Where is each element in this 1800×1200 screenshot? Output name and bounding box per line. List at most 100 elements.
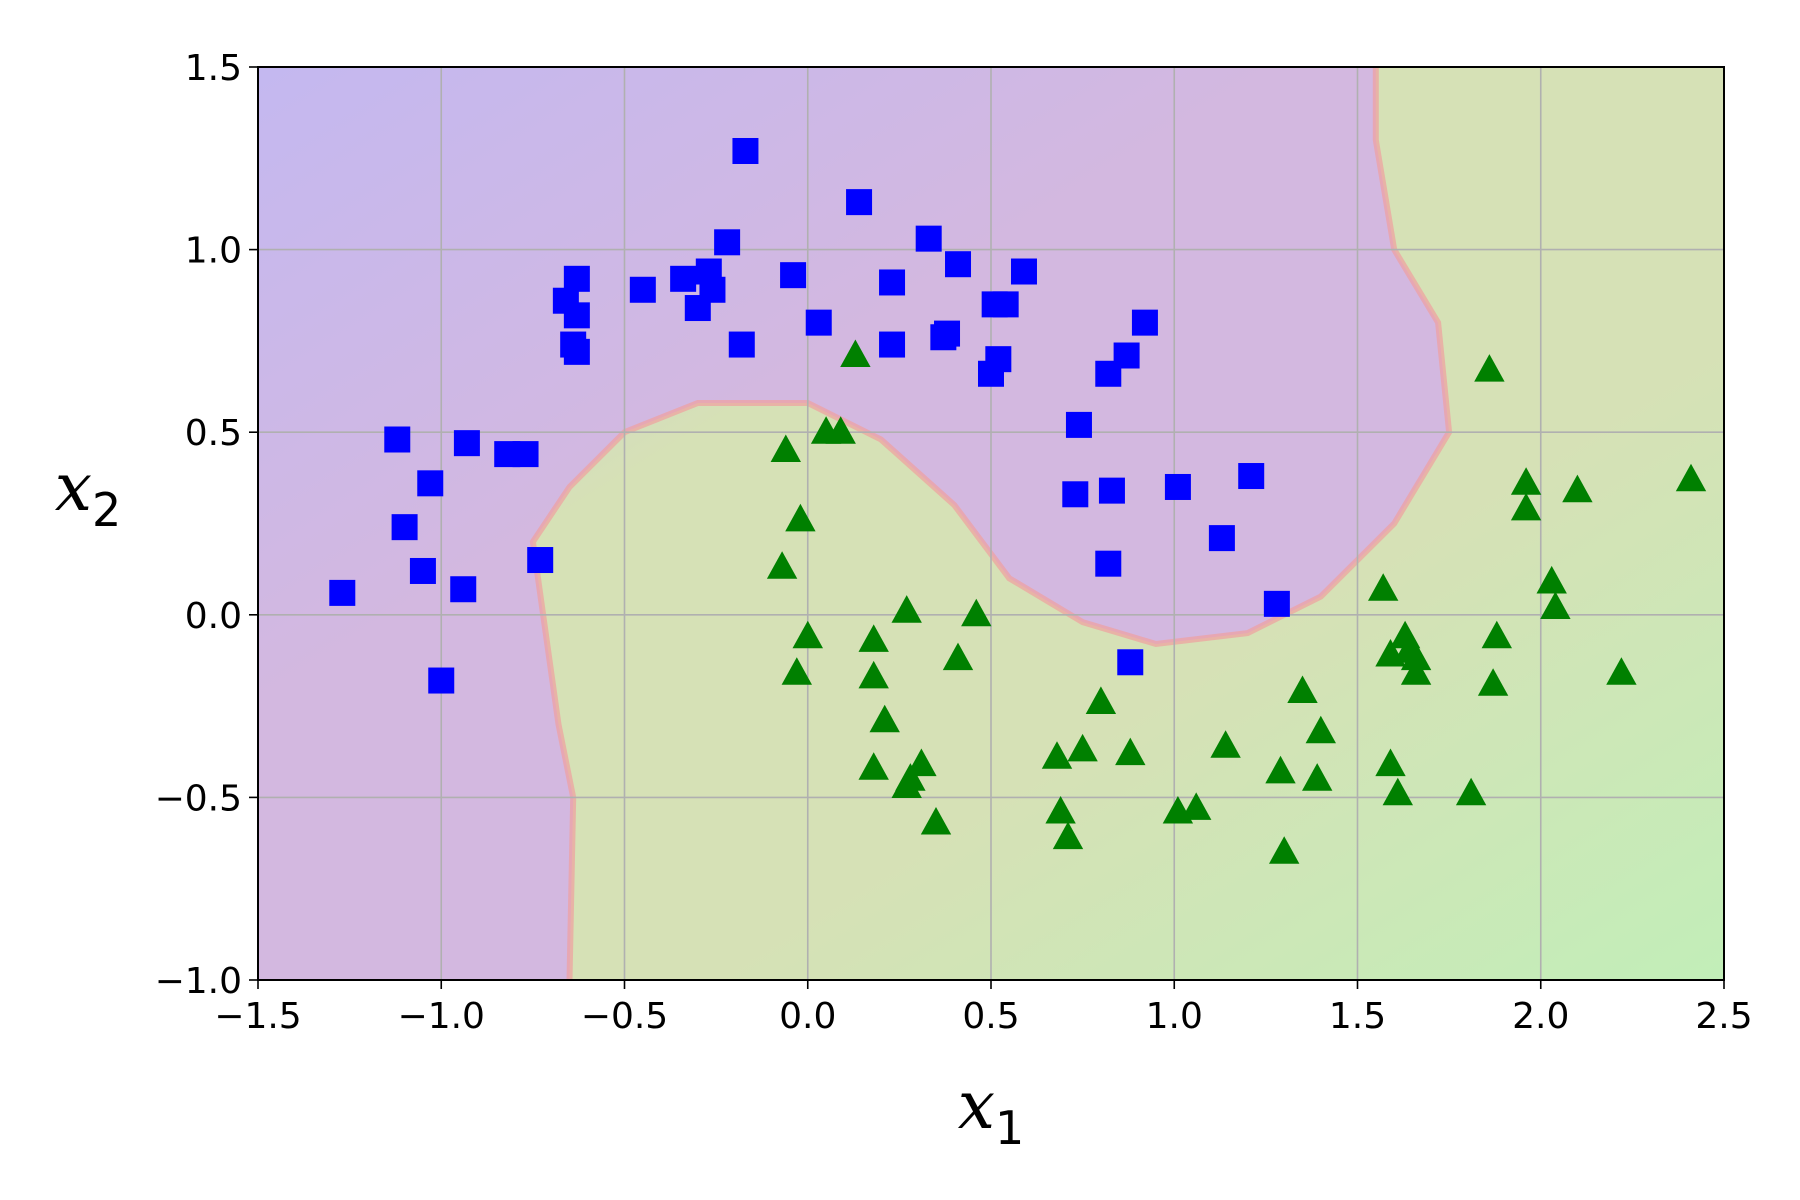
- square-point: [1095, 550, 1122, 577]
- triangle-point: [1368, 573, 1399, 601]
- square-point: [945, 251, 972, 278]
- decision-boundary-line: [529, 67, 1453, 980]
- square-point: [1263, 590, 1290, 617]
- triangle-point: [766, 551, 798, 579]
- x-tick-label: 1.5: [1329, 996, 1386, 1037]
- y-axis-label: x2: [55, 449, 122, 537]
- triangle-point: [1181, 792, 1212, 820]
- square-point: [527, 547, 554, 574]
- triangle-point: [858, 752, 889, 780]
- square-point: [978, 360, 1004, 387]
- y-tick-label: 1.0: [185, 231, 242, 272]
- square-point: [992, 291, 1019, 318]
- square-point: [563, 302, 590, 329]
- triangle-point: [858, 624, 889, 652]
- square-point: [512, 441, 539, 468]
- triangle-point: [1269, 836, 1300, 864]
- triangle-point: [1067, 733, 1098, 762]
- triangle-point: [1510, 467, 1542, 495]
- square-point: [417, 470, 444, 497]
- y-tick-label: 1.5: [185, 48, 242, 89]
- triangle-point: [1375, 748, 1406, 777]
- square-point: [714, 229, 741, 256]
- triangle-point: [869, 704, 900, 733]
- square-point: [428, 667, 455, 694]
- triangle-point: [781, 657, 812, 685]
- square-point: [450, 576, 477, 603]
- x-tick-label: 2.0: [1512, 996, 1569, 1037]
- triangle-point: [1400, 642, 1432, 671]
- y-tick-label: 0.0: [185, 596, 242, 637]
- square-point: [453, 430, 480, 457]
- square-point: [1164, 473, 1191, 500]
- triangle-point: [1265, 755, 1296, 784]
- triangle-point: [1302, 763, 1333, 791]
- y-tick-label: −1.0: [155, 961, 242, 1002]
- triangle-point: [1510, 492, 1542, 521]
- square-point: [1131, 309, 1158, 336]
- square-point: [391, 514, 418, 541]
- triangle-point: [825, 416, 856, 444]
- x-tick-label: 2.5: [1695, 996, 1752, 1037]
- y-tick-label: −0.5: [155, 778, 242, 819]
- triangle-point: [906, 748, 937, 777]
- triangle-point: [1041, 741, 1073, 769]
- square-point: [1095, 360, 1122, 387]
- x-axis-label: x1: [958, 1067, 1025, 1155]
- square-point: [409, 557, 436, 584]
- square-point: [879, 269, 906, 296]
- triangle-point: [961, 598, 992, 627]
- square-point: [728, 331, 755, 358]
- triangle-point: [1474, 354, 1505, 382]
- triangle-point: [1481, 620, 1512, 649]
- triangle-point: [1085, 686, 1117, 714]
- triangle-point: [891, 595, 922, 623]
- square-point: [1208, 525, 1235, 552]
- y-axis-ticks: −1.0 −0.5 0.0 0.5 1.0 1.5: [155, 48, 258, 1002]
- triangle-point: [858, 660, 889, 689]
- triangle-point: [1455, 777, 1487, 806]
- triangle-point: [1052, 821, 1084, 850]
- x-tick-label: −1.5: [214, 996, 301, 1037]
- square-point: [563, 265, 590, 292]
- data-points: [329, 137, 1707, 864]
- triangle-point: [920, 807, 952, 835]
- triangle-point: [1606, 657, 1637, 685]
- triangle-point: [1305, 715, 1336, 744]
- y-tick-label: 0.5: [185, 413, 242, 454]
- square-point: [1098, 477, 1125, 504]
- square-point: [1065, 411, 1092, 438]
- triangle-point: [891, 770, 922, 798]
- triangle-point: [1287, 675, 1318, 703]
- triangle-point: [1382, 777, 1413, 806]
- square-point: [846, 189, 873, 216]
- triangle-point: [770, 434, 801, 462]
- triangle-point: [1562, 474, 1593, 503]
- triangle-point: [1675, 463, 1707, 492]
- x-tick-label: 0.0: [779, 996, 836, 1037]
- triangle-point: [1477, 668, 1509, 696]
- square-point: [732, 137, 759, 164]
- square-point: [934, 320, 961, 347]
- square-point: [670, 265, 697, 292]
- triangle-point: [942, 642, 974, 671]
- square-point: [1117, 649, 1144, 676]
- triangle-point: [785, 503, 816, 532]
- x-tick-label: −0.5: [581, 996, 668, 1037]
- square-point: [879, 331, 906, 358]
- square-point: [629, 276, 656, 303]
- x-tick-label: 1.0: [1146, 996, 1203, 1037]
- triangle-point: [1115, 737, 1146, 766]
- square-point: [684, 295, 711, 322]
- square-point: [805, 309, 832, 336]
- x-tick-label: −1.0: [398, 996, 485, 1037]
- triangle-point: [1210, 730, 1241, 758]
- square-point: [915, 225, 942, 252]
- triangle-point: [792, 620, 823, 649]
- square-point: [563, 338, 590, 365]
- square-point: [384, 426, 411, 453]
- square-point: [1062, 481, 1089, 508]
- triangle-point: [1540, 591, 1571, 619]
- square-point: [1238, 463, 1265, 490]
